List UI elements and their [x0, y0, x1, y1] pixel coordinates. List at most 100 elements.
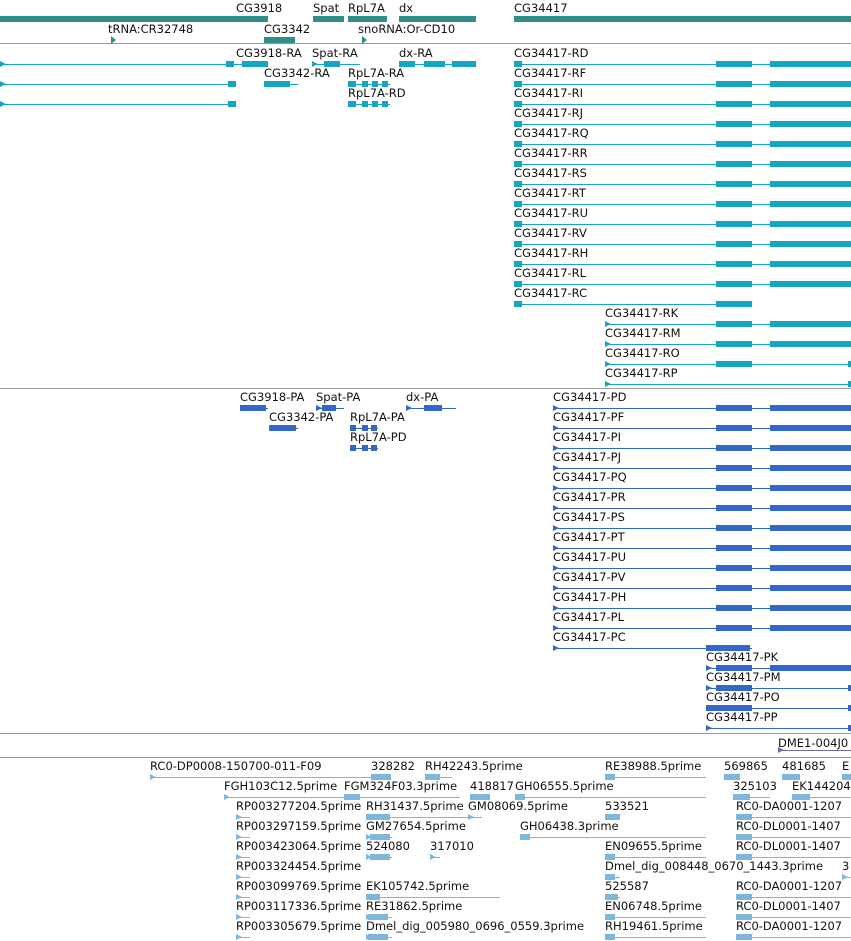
ests-label[interactable]: RP003305679.5prime — [236, 919, 362, 933]
proteins-label[interactable]: CG34417-PF — [553, 410, 625, 424]
ests-label[interactable]: Dmel_dig_005980_0696_0559.3prime — [366, 919, 585, 933]
transcripts-label[interactable]: CG34417-RJ — [514, 106, 584, 120]
transcripts-label[interactable]: CG34417-RP — [605, 366, 678, 380]
proteins-label[interactable]: CG34417-PO — [706, 690, 780, 704]
ests-label[interactable]: 524080 — [366, 839, 410, 853]
ests-label[interactable]: 3 — [842, 859, 850, 873]
genes-label[interactable]: tRNA:CR32748 — [108, 22, 194, 36]
ests-label[interactable]: RC0-DA0001-1207 — [736, 799, 843, 813]
proteins-label[interactable]: CG34417-PJ — [553, 450, 622, 464]
ests-label[interactable]: EN06748.5prime — [605, 899, 702, 913]
proteins-label[interactable]: RpL7A-PD — [350, 430, 407, 444]
genes-label[interactable]: RpL7A — [348, 1, 385, 15]
proteins-label[interactable]: CG3342-PA — [269, 410, 334, 424]
proteins-label[interactable]: RpL7A-PA — [350, 410, 405, 424]
proteins-label[interactable]: CG34417-PH — [553, 590, 627, 604]
ests-label[interactable]: EK105742.5prime — [366, 879, 470, 893]
proteins-label[interactable]: CG34417-PP — [706, 710, 778, 724]
ests-label[interactable]: RC0-DL0001-1407 — [736, 899, 841, 913]
transcripts-label[interactable]: CG34417-RR — [514, 146, 588, 160]
ests-label[interactable]: RE31862.5prime — [366, 899, 463, 913]
ests-label[interactable]: RC0-DA0001-1207 — [736, 879, 843, 893]
transcripts-label[interactable]: RpL7A-RA — [348, 66, 405, 80]
proteins-label[interactable]: CG34417-PK — [706, 650, 779, 664]
ests-label[interactable]: RC0-DP0008-150700-011-F09 — [150, 759, 322, 773]
transcripts-label[interactable]: CG3918-RA — [236, 46, 302, 60]
ests-label[interactable]: RP003099769.5prime — [236, 879, 362, 893]
ests-label[interactable]: RH31437.5prime — [366, 799, 464, 813]
transcripts-label[interactable]: RpL7A-RD — [348, 86, 406, 100]
ests-label[interactable]: RE38988.5prime — [605, 759, 702, 773]
transcripts-label[interactable]: CG34417-RL — [514, 266, 587, 280]
transcripts-label[interactable]: CG34417-RU — [514, 206, 589, 220]
ests-label[interactable]: RP003423064.5prime — [236, 839, 362, 853]
proteins-label[interactable]: CG34417-PI — [553, 430, 622, 444]
transcripts-label[interactable]: CG34417-RI — [514, 86, 584, 100]
proteins-label[interactable]: CG34417-PM — [706, 670, 781, 684]
transcripts-label[interactable]: dx-RA — [399, 46, 433, 60]
proteins-intron-line — [553, 588, 851, 589]
transcripts-label[interactable]: CG34417-RT — [514, 186, 586, 200]
transcripts-label[interactable]: CG34417-RD — [514, 46, 589, 60]
ests-label[interactable]: 481685 — [782, 759, 826, 773]
transcripts-label[interactable]: CG34417-RQ — [514, 126, 589, 140]
ests-exon-block — [736, 934, 752, 940]
proteins-label[interactable]: Spat-PA — [316, 390, 361, 404]
ests-label[interactable]: 533521 — [605, 799, 649, 813]
proteins-label[interactable]: CG34417-PT — [553, 530, 625, 544]
ests-label[interactable]: 317010 — [430, 839, 474, 853]
ests-label[interactable]: Dmel_dig_008448_0670_1443.3prime — [605, 859, 824, 873]
ests-label[interactable]: GM27654.5prime — [366, 819, 466, 833]
ests-label[interactable]: EN09655.5prime — [605, 839, 702, 853]
genes-label[interactable]: CG34417 — [514, 1, 568, 15]
ests-label[interactable]: RC0-DL0001-1407 — [736, 839, 841, 853]
transcripts-label[interactable]: CG34417-RC — [514, 286, 588, 300]
ests-label[interactable]: 525587 — [605, 879, 649, 893]
genes-label[interactable]: dx — [399, 1, 414, 15]
ests-label[interactable]: GH06555.5prime — [515, 779, 614, 793]
ests-label[interactable]: 569865 — [724, 759, 768, 773]
ests-label[interactable]: GH06438.3prime — [520, 819, 619, 833]
ests-label[interactable]: E — [842, 759, 850, 773]
genes-label[interactable]: CG3918 — [236, 1, 283, 15]
transcripts-label[interactable]: CG34417-RS — [514, 166, 587, 180]
ests-label[interactable]: EK144204 — [792, 779, 851, 793]
proteins-label[interactable]: CG34417-PD — [553, 390, 627, 404]
transcripts-label[interactable]: CG3342-RA — [264, 66, 330, 80]
ests-label[interactable]: RP003324454.5prime — [236, 859, 362, 873]
transcripts-label[interactable]: CG34417-RF — [514, 66, 587, 80]
ests-label[interactable]: RC0-DA0001-1207 — [736, 919, 843, 933]
genomic-label[interactable]: DME1-004J0 — [778, 736, 849, 750]
ests-label[interactable]: FGM324F03.3prime — [344, 779, 458, 793]
genes-label[interactable]: snoRNA:Or-CD10 — [358, 22, 456, 36]
proteins-label[interactable]: CG34417-PU — [553, 550, 627, 564]
ests-label[interactable]: FGH103C12.5prime — [224, 779, 338, 793]
ests-label[interactable]: 418817 — [470, 779, 514, 793]
ests-label[interactable]: RH19461.5prime — [605, 919, 703, 933]
ests-label[interactable]: RP003297159.5prime — [236, 819, 362, 833]
proteins-label[interactable]: CG34417-PQ — [553, 470, 627, 484]
ests-label[interactable]: RH42243.5prime — [425, 759, 523, 773]
genes-label[interactable]: Spat — [313, 1, 340, 15]
proteins-label[interactable]: CG34417-PS — [553, 510, 625, 524]
ests-label[interactable]: 328282 — [371, 759, 415, 773]
ests-label[interactable]: GM08069.5prime — [468, 799, 568, 813]
genes-label[interactable]: CG3342 — [264, 22, 311, 36]
transcripts-label[interactable]: CG34417-RH — [514, 246, 589, 260]
transcripts-label[interactable]: CG34417-RK — [605, 306, 679, 320]
transcripts-label[interactable]: CG34417-RM — [605, 326, 681, 340]
ests-label[interactable]: 325103 — [733, 779, 777, 793]
proteins-label[interactable]: CG3918-PA — [240, 390, 305, 404]
ests-label[interactable]: RC0-DL0001-1407 — [736, 819, 841, 833]
proteins-label[interactable]: CG34417-PV — [553, 570, 626, 584]
proteins-label[interactable]: dx-PA — [406, 390, 439, 404]
transcripts-label[interactable]: Spat-RA — [312, 46, 358, 60]
transcripts-label[interactable]: CG34417-RO — [605, 346, 680, 360]
ests-label[interactable]: RP003117336.5prime — [236, 899, 362, 913]
transcripts-label[interactable]: CG34417-RV — [514, 226, 587, 240]
proteins-label[interactable]: CG34417-PC — [553, 630, 626, 644]
proteins-label[interactable]: CG34417-PR — [553, 490, 626, 504]
proteins-label[interactable]: CG34417-PL — [553, 610, 625, 624]
ests-label[interactable]: RP003277204.5prime — [236, 799, 362, 813]
